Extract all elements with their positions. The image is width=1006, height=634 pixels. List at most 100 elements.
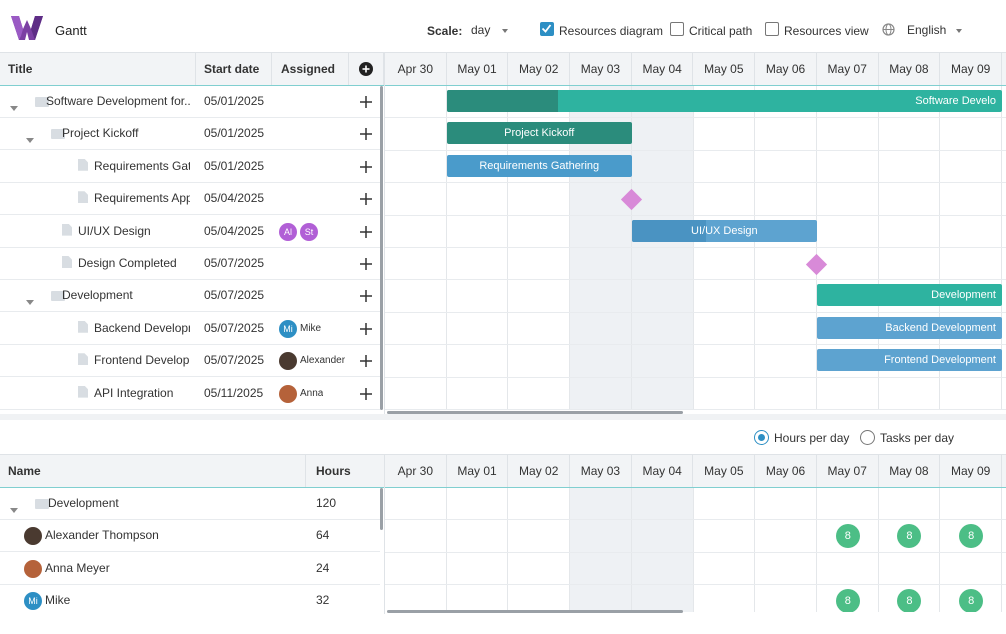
resources-view-label[interactable]: Resources view: [784, 24, 869, 38]
hours-per-day-label[interactable]: Hours per day: [774, 431, 850, 445]
plus-circle-icon: [362, 65, 370, 73]
row-gridline: [385, 551, 1006, 553]
column-title[interactable]: Title: [0, 53, 196, 85]
row-gridline: [385, 376, 1006, 378]
add-task-button[interactable]: [359, 62, 373, 76]
task-row[interactable]: Development 05/07/2025: [0, 280, 380, 313]
day-gridline: [692, 488, 694, 612]
workload-badge[interactable]: 8: [897, 589, 922, 612]
resource-row[interactable]: Development 120: [0, 488, 380, 520]
task-title: Project Kickoff: [62, 126, 139, 141]
resource-row[interactable]: Alexander Thompson 64: [0, 520, 380, 553]
task-title: Requirements Appr...: [94, 191, 190, 206]
app-logo-icon: [10, 14, 44, 45]
day-gridline: [939, 86, 941, 410]
resources-diagram-checkbox[interactable]: [540, 22, 554, 36]
add-task-column: [349, 53, 384, 85]
workload-badge[interactable]: 8: [959, 589, 984, 612]
tasks-per-day-radio[interactable]: [860, 430, 875, 445]
workload-badge[interactable]: 8: [959, 524, 984, 549]
workload-badge[interactable]: 8: [897, 524, 922, 549]
day-header: May 08: [879, 455, 941, 487]
tasks-per-day-label[interactable]: Tasks per day: [880, 431, 955, 445]
toolbar: Gantt Scale: day Resources diagram Criti…: [0, 0, 1006, 52]
task-bar[interactable]: Development: [816, 284, 1002, 307]
timeline-scrollbar[interactable]: [387, 411, 683, 414]
row-gridline: [385, 247, 1006, 248]
column-start-date[interactable]: Start date: [196, 53, 272, 85]
milestone-diamond[interactable]: [806, 253, 828, 275]
file-icon: [78, 353, 88, 366]
resource-row[interactable]: Mi Mike 32: [0, 585, 380, 612]
task-bar[interactable]: Backend Development: [816, 316, 1002, 339]
row-gridline: [385, 149, 1006, 151]
critical-path-checkbox[interactable]: [670, 22, 684, 36]
task-bar-label: Software Develo: [915, 95, 996, 107]
task-row[interactable]: Software Development for... 05/01/2025: [0, 86, 380, 118]
day-header: May 03: [570, 53, 632, 85]
task-row[interactable]: Project Kickoff 05/01/2025: [0, 118, 380, 151]
hours-per-day-radio[interactable]: [754, 430, 769, 445]
resource-hours: 120: [316, 496, 337, 510]
task-bar[interactable]: Requirements Gathering: [446, 154, 632, 177]
avatar: [279, 352, 297, 371]
column-assigned[interactable]: Assigned: [272, 53, 349, 85]
task-bar[interactable]: UI/UX Design: [631, 219, 817, 242]
chevron-down-icon[interactable]: [26, 300, 34, 306]
workload-badge[interactable]: 8: [835, 524, 860, 549]
chevron-down-icon[interactable]: [10, 106, 18, 111]
critical-path-label[interactable]: Critical path: [689, 24, 753, 38]
day-header: May 08: [879, 53, 941, 85]
day-header: May 07: [817, 53, 879, 85]
language-select[interactable]: English: [903, 18, 973, 40]
chevron-down-icon[interactable]: [26, 138, 34, 144]
task-start-date: 05/01/2025: [204, 158, 265, 173]
chevron-down-icon[interactable]: [10, 508, 18, 513]
day-gridline: [569, 86, 571, 410]
panel-splitter[interactable]: [0, 414, 1006, 420]
task-title: Software Development for...: [46, 94, 190, 108]
task-grid-scrollbar[interactable]: [380, 86, 383, 410]
plus-icon: [360, 290, 372, 303]
day-header: May 02: [508, 53, 571, 85]
day-gridline: [939, 488, 941, 612]
column-hours[interactable]: Hours: [316, 464, 351, 478]
folder-icon: [51, 129, 65, 140]
resource-timeline-chart: 8 8 8 8 8 8: [385, 488, 1006, 612]
day-header: May 01: [447, 53, 509, 85]
task-row[interactable]: UI/UX Design 05/04/2025 Al St: [0, 216, 380, 248]
task-start-date: 05/04/2025: [204, 223, 265, 238]
task-row[interactable]: Frontend Developm... 05/07/2025 Alexander: [0, 345, 380, 378]
avatar: Mi: [279, 319, 297, 338]
weekend-shade: [631, 488, 694, 612]
task-title: Requirements Gath...: [94, 158, 190, 173]
row-gridline: [385, 409, 1006, 410]
resource-timeline-scrollbar[interactable]: [387, 610, 683, 613]
resource-name: Mike: [45, 593, 71, 608]
task-start-date: 05/07/2025: [204, 353, 265, 368]
task-bar[interactable]: Frontend Development: [816, 349, 1002, 372]
day-gridline: [1001, 86, 1002, 410]
resources-view-checkbox[interactable]: [765, 22, 779, 36]
column-name[interactable]: Name: [0, 455, 306, 487]
chevron-down-icon: [956, 29, 962, 33]
task-row[interactable]: Requirements Appr... 05/04/2025: [0, 183, 380, 216]
task-row[interactable]: Design Completed 05/07/2025: [0, 248, 380, 280]
resource-row[interactable]: Anna Meyer 24: [0, 553, 380, 585]
task-bar[interactable]: Project Kickoff: [446, 122, 632, 145]
day-header: Apr 30: [385, 53, 447, 85]
task-row[interactable]: API Integration 05/11/2025 Anna: [0, 378, 380, 410]
task-start-date: 05/07/2025: [204, 256, 265, 270]
resource-name: Anna Meyer: [45, 560, 110, 575]
resource-grid-scrollbar[interactable]: [380, 488, 383, 530]
resource-hours: 32: [316, 593, 330, 608]
scale-select[interactable]: day: [470, 18, 520, 40]
workload-badge[interactable]: 8: [835, 589, 860, 612]
resources-diagram-label[interactable]: Resources diagram: [559, 24, 664, 38]
task-row[interactable]: Requirements Gath... 05/01/2025: [0, 151, 380, 183]
task-start-date: 05/07/2025: [204, 320, 265, 335]
row-gridline: [385, 584, 1006, 586]
task-bar[interactable]: Software Develo: [446, 90, 1002, 112]
day-gridline: [877, 488, 879, 612]
